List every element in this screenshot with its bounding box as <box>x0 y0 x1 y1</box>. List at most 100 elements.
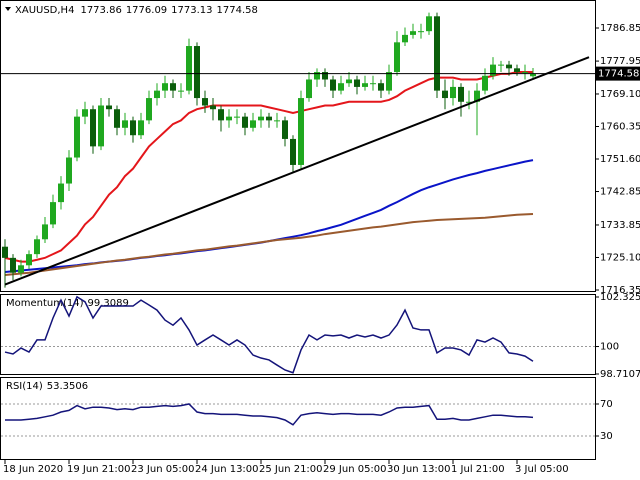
candle-body <box>186 46 192 91</box>
moving-average <box>4 71 533 263</box>
candle-body <box>218 109 224 121</box>
indicator-line <box>5 403 534 426</box>
candle-body <box>18 265 24 273</box>
candle-body <box>402 34 408 43</box>
candle-body <box>338 83 344 91</box>
candle-body <box>362 83 368 87</box>
candle-body <box>442 90 448 99</box>
candle-body <box>458 86 464 102</box>
candle-body <box>426 16 432 32</box>
candle-body <box>226 116 232 121</box>
candle-body <box>306 79 312 99</box>
candle-body <box>450 86 456 99</box>
x-tick-label: 29 Jun 05:00 <box>323 464 387 475</box>
y-tick-label: 30 <box>600 431 613 442</box>
candle-body <box>66 157 72 184</box>
indicator-name: Momentum(14) <box>6 298 84 309</box>
candle-body <box>114 109 120 128</box>
candle-body <box>386 72 392 91</box>
candle-body <box>506 64 512 69</box>
candle-body <box>250 120 256 128</box>
chart-title: XAUUSD,H4 1773.86 1776.09 1773.13 1774.58 <box>15 5 258 16</box>
x-tick-label: 1 Jul 21:00 <box>451 464 505 475</box>
y-tick-label: 1769.10 <box>600 89 640 100</box>
candle-body <box>322 72 328 80</box>
last-close: 1774.58 <box>217 5 258 16</box>
candle-body <box>354 79 360 87</box>
candle-body <box>314 72 320 80</box>
y-tick-label: 1777.95 <box>600 56 640 67</box>
candle-body <box>154 90 160 99</box>
candle-body <box>130 120 136 136</box>
momentum-title: Momentum(14) 99.3089 <box>6 298 129 309</box>
candle-body <box>514 68 520 73</box>
candle-body <box>378 83 384 91</box>
candle-body <box>490 64 496 76</box>
y-tick-label: 1786.85 <box>600 23 640 34</box>
candle-body <box>266 116 272 121</box>
candle-body <box>434 16 440 91</box>
candle-body <box>410 31 416 35</box>
y-tick-label: 102.3253 <box>600 292 640 303</box>
candle-body <box>178 90 184 92</box>
candle-body <box>122 120 128 128</box>
candle-body <box>274 120 280 122</box>
candle-body <box>90 109 96 147</box>
moving-average <box>4 213 534 276</box>
candle-body <box>138 120 144 136</box>
candle-body <box>394 42 400 73</box>
candle-body <box>98 105 104 147</box>
candle-body <box>58 183 64 203</box>
x-tick-label: 3 Jul 05:00 <box>515 464 569 475</box>
indicator-name: RSI(14) <box>6 381 43 392</box>
candle-body <box>82 109 88 117</box>
candle-body <box>2 246 8 258</box>
y-tick-label: 1760.35 <box>600 121 640 132</box>
rsi-title: RSI(14) 53.3506 <box>6 381 88 392</box>
candle-body <box>74 116 80 158</box>
y-tick-label: 70 <box>600 399 613 410</box>
trendline <box>4 56 590 286</box>
candle-body <box>290 138 296 165</box>
y-tick-label: 1733.85 <box>600 220 640 231</box>
indicator-value: 99.3089 <box>88 298 129 309</box>
candle-body <box>34 239 40 255</box>
candle-body <box>162 83 168 91</box>
menu-triangle <box>5 7 11 11</box>
candle-body <box>498 64 504 66</box>
y-tick-label: 1751.60 <box>600 154 640 165</box>
symbol: XAUUSD,H4 <box>15 5 74 16</box>
candle-body <box>258 116 264 121</box>
y-tick-label: 98.7107 <box>600 369 640 380</box>
candle-body <box>482 75 488 91</box>
candle-body <box>42 224 48 240</box>
candle-body <box>106 105 112 110</box>
x-tick-label: 24 Jun 13:00 <box>195 464 259 475</box>
candle-body <box>202 98 208 106</box>
candle-body <box>330 79 336 91</box>
x-tick-label: 23 Jun 05:00 <box>131 464 195 475</box>
x-tick-label: 30 Jun 13:00 <box>387 464 451 475</box>
price-label: 1774.58 <box>598 69 639 80</box>
candle-body <box>346 79 352 84</box>
last-high: 1776.09 <box>126 5 167 16</box>
candle-body <box>146 98 152 121</box>
y-tick-label: 100 <box>600 342 619 353</box>
candle-body <box>418 31 424 33</box>
y-tick-label: 1742.85 <box>600 187 640 198</box>
candle-body <box>194 46 200 99</box>
candle-body <box>530 73 536 77</box>
candle-body <box>210 105 216 110</box>
candle-body <box>26 254 32 266</box>
last-open: 1773.86 <box>80 5 121 16</box>
candle-body <box>242 116 248 128</box>
indicator-line <box>4 295 534 374</box>
last-low: 1773.13 <box>171 5 212 16</box>
x-tick-label: 18 Jun 2020 <box>3 464 63 475</box>
indicator-value: 53.3506 <box>47 381 88 392</box>
y-tick-label: 1716.35 <box>600 285 640 296</box>
candle-body <box>466 101 472 103</box>
candle-body <box>282 120 288 139</box>
candle-body <box>370 83 376 85</box>
